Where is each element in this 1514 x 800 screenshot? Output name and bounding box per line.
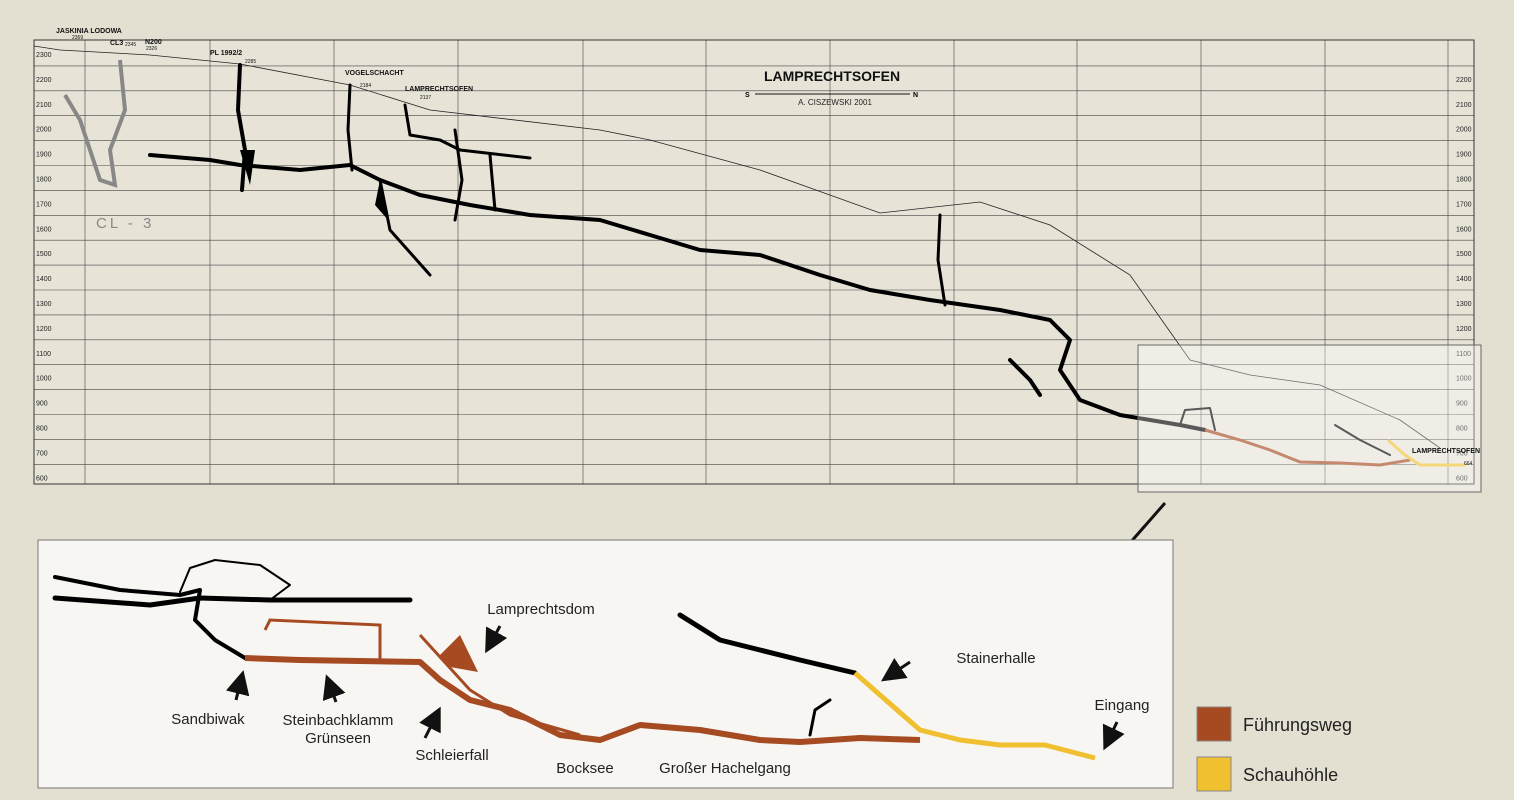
elevation-label: 1200 <box>36 326 52 333</box>
elevation-label: 1200 <box>1456 326 1472 333</box>
entrance-label: LAMPRECHTSOFEN <box>1412 448 1480 455</box>
elevation-label: 2300 <box>36 52 52 59</box>
show-cave <box>853 671 1096 761</box>
elevation-label: 600 <box>36 475 48 482</box>
label-arrows <box>225 625 1125 751</box>
entrance-altitude: 2137 <box>420 95 431 101</box>
guided-route <box>244 655 921 745</box>
elevation-label: 1000 <box>36 376 52 383</box>
elevation-label: 800 <box>1456 426 1468 433</box>
elevation-label: 1100 <box>1456 351 1471 358</box>
elevation-label: 1600 <box>1456 226 1472 233</box>
legend-label: Führungsweg <box>1243 715 1352 735</box>
cave-passages <box>148 63 1391 456</box>
entrance-label: CL3 <box>110 40 123 47</box>
elevation-label: 1100 <box>36 351 51 358</box>
elevation-label: 1800 <box>36 177 52 184</box>
guided-route <box>1204 428 1411 467</box>
compass-south: S <box>745 92 750 99</box>
elevation-label: 800 <box>36 426 48 433</box>
detail-passages <box>52 559 858 737</box>
map-title: LAMPRECHTSOFEN <box>764 68 900 84</box>
elevation-label: 2200 <box>1456 77 1472 84</box>
legend-label: Schauhöhle <box>1243 765 1338 785</box>
entrance-labels: JASKINIA LODOWA 2369 CL3 2345 N200 2326 … <box>56 28 473 101</box>
detail-panel: Sandbiwak Steinbachklamm Grünseen Schlei… <box>37 539 1174 789</box>
place-label: Schleierfall <box>415 747 488 764</box>
place-label: Sandbiwak <box>171 711 245 728</box>
elevation-label: 600 <box>1456 475 1468 482</box>
elevation-label: 700 <box>36 450 48 457</box>
elevation-label: 2100 <box>36 102 52 109</box>
place-label: Bocksee <box>556 760 614 777</box>
show-cave <box>1387 438 1465 467</box>
elevation-label: 1500 <box>36 251 52 258</box>
entrance-altitude: 2184 <box>360 83 371 89</box>
elevation-label: 1900 <box>36 152 52 159</box>
elevation-label: 1300 <box>1456 301 1472 308</box>
entrance-altitude: 2285 <box>245 59 256 65</box>
guided-route <box>263 618 382 660</box>
elevation-label: 900 <box>1456 401 1468 408</box>
map-frame <box>33 39 1475 485</box>
elevation-label: 1900 <box>1456 152 1472 159</box>
elevation-label: 2000 <box>1456 127 1472 134</box>
elevation-label: 1700 <box>1456 201 1472 208</box>
entrance-altitude: 664 <box>1464 461 1473 467</box>
place-label: Stainerhalle <box>956 650 1035 667</box>
entrance-label: VOGELSCHACHT <box>345 70 404 77</box>
cave-hall <box>375 180 388 220</box>
elevation-label: 2100 <box>1456 102 1472 109</box>
elevation-label: 900 <box>36 401 48 408</box>
elevation-label: 1700 <box>36 201 52 208</box>
cave-cl3 <box>63 59 128 188</box>
elevation-label: 700 <box>1456 450 1468 457</box>
elevation-label: 1800 <box>1456 177 1472 184</box>
place-label: Lamprechtsdom <box>487 601 595 618</box>
map-area <box>34 40 1474 484</box>
compass-north: N <box>913 92 918 99</box>
detail-frame <box>37 539 1174 789</box>
author: A. CISZEWSKI 2001 <box>798 98 872 107</box>
cave-hall <box>240 150 255 185</box>
elevation-label: 1500 <box>1456 251 1472 258</box>
place-label: Eingang <box>1094 697 1149 714</box>
elevation-label: 1400 <box>36 276 52 283</box>
elevation-label: 2000 <box>36 127 52 134</box>
place-label: Großer Hachelgang <box>659 760 791 777</box>
place-label: Grünseen <box>305 730 371 747</box>
elevation-label: 1600 <box>36 226 52 233</box>
legend-swatch <box>1196 756 1232 792</box>
entrance-label: PL 1992/2 <box>210 50 242 57</box>
legend-swatch <box>1196 706 1232 742</box>
entrance-altitude: 2345 <box>125 42 136 48</box>
surface-line <box>33 45 1441 449</box>
entrance-label: LAMPRECHTSOFEN <box>405 86 473 93</box>
entrance-altitude: 2326 <box>146 46 157 52</box>
entrance-label: JASKINIA LODOWA <box>56 28 122 35</box>
entrance-altitude: 2369 <box>72 35 83 41</box>
elevation-label: 1300 <box>36 301 52 308</box>
entrance-label: N200 <box>145 39 162 46</box>
guided-route <box>418 633 581 737</box>
profile-map: 2300 2200 2100 2000 1900 1800 1700 1600 1500 1400… <box>33 28 1482 493</box>
elevation-label: 2200 <box>36 77 52 84</box>
lamprechtsdom-hall <box>440 635 478 672</box>
elevation-label: 1400 <box>1456 276 1472 283</box>
elevation-label: 1000 <box>1456 376 1472 383</box>
cave-label: CL - 3 <box>96 215 154 232</box>
place-label: Steinbachklamm <box>283 712 394 729</box>
inset-frame <box>1137 344 1482 493</box>
legend: Führungsweg Schauhöhle <box>1196 706 1352 792</box>
